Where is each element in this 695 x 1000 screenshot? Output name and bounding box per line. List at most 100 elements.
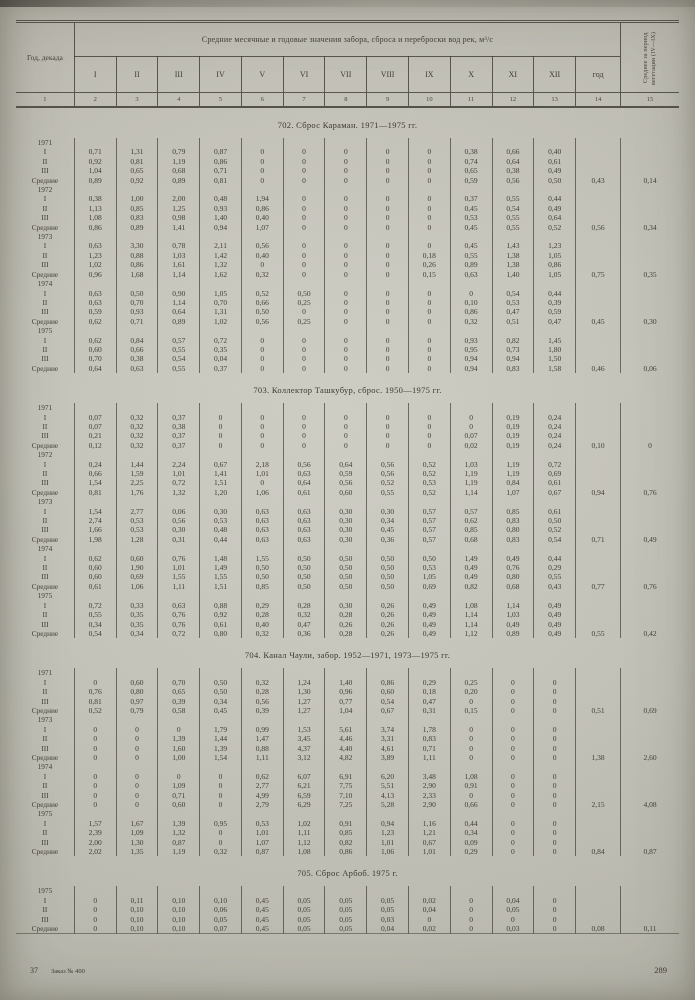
data-cell: 0,42 (620, 628, 679, 639)
data-cell: 0,91 (324, 818, 367, 829)
decade-label: Средние (31, 269, 59, 279)
data-cell: 0,96 (73, 269, 117, 280)
empty-cell (282, 497, 325, 507)
data-cell: 1,03 (157, 250, 200, 261)
table-row: Средние 0,81 1,76 1,32 1,20 1,06 0,61 0,60 0,55 0… (16, 487, 679, 498)
data-cell: 0,24 (533, 440, 576, 451)
data-cell: 0 (324, 307, 367, 317)
empty-cell (491, 886, 534, 896)
data-cell: 0,50 (407, 553, 451, 564)
data-cell: 0,34 (73, 619, 117, 629)
empty-cell (366, 544, 409, 554)
data-cell: 1,42 (199, 250, 242, 261)
data-cell: 0,03 (491, 924, 534, 934)
data-cell: 2,90 (407, 800, 451, 810)
data-cell: 0 (282, 269, 325, 280)
data-cell: 1,68 (115, 269, 158, 280)
data-cell: 0,65 (157, 687, 200, 697)
data-cell: 0,50 (366, 572, 409, 582)
data-cell: 0,56 (491, 175, 534, 186)
empty-cell (449, 403, 492, 413)
empty-cell (366, 591, 409, 601)
data-cell: 0,10 (199, 895, 242, 906)
data-cell: 0,61 (199, 619, 242, 629)
data-cell (575, 194, 621, 204)
data-cell: 1,55 (157, 572, 200, 582)
data-cell: 0 (407, 307, 451, 317)
data-cell: 0 (533, 914, 576, 925)
data-cell (575, 478, 621, 488)
data-cell: 0 (449, 696, 492, 706)
data-cell: 6,21 (282, 781, 325, 791)
data-cell: 0 (282, 335, 325, 345)
data-cell: 0,04 (366, 924, 409, 934)
data-cell: 0,28 (282, 600, 325, 611)
data-cell: 0,76 (73, 687, 117, 697)
data-cell: 6,29 (282, 800, 325, 810)
data-cell: 1,01 (240, 828, 284, 838)
data-cell: 0,30 (324, 516, 367, 526)
data-cell: 0 (366, 316, 409, 327)
data-cell (620, 344, 679, 355)
data-cell (575, 895, 621, 906)
data-cell: 0 (491, 790, 534, 800)
data-cell: 0,52 (407, 469, 451, 479)
data-cell: 0,76 (157, 619, 200, 629)
empty-cell (73, 886, 117, 896)
year-label: 1974 (37, 279, 53, 289)
data-cell (575, 147, 621, 157)
table-row: I 0,24 1,44 2,24 0,67 2,18 0,56 0,64 0,56 0,52 1,0… (16, 459, 679, 469)
empty-cell (533, 403, 576, 413)
data-cell (575, 687, 621, 697)
data-cell: 6,20 (366, 771, 409, 782)
decade-label: III (41, 354, 49, 364)
data-cell: 0,87 (240, 847, 284, 857)
data-cell: 0,64 (157, 307, 200, 317)
col-header-vegetation: Среднее за период вегетации (IV—IX) (620, 21, 679, 93)
column-number: 3 (115, 92, 158, 107)
table-row: Средние 0,52 0,79 0,58 0,45 0,39 1,27 1,04 0,67 0… (16, 705, 679, 716)
data-cell: 0 (449, 895, 492, 906)
year-label: 1975 (37, 326, 53, 336)
data-cell (575, 619, 621, 629)
data-cell: 0,99 (240, 724, 284, 735)
data-cell: 0,70 (199, 297, 242, 308)
empty-cell (491, 591, 534, 601)
table-row: III 0 0 0,71 0 4,99 6,59 7,10 4,13 2,33 0 0 0 (16, 790, 679, 800)
data-cell (575, 553, 621, 564)
empty-cell (366, 279, 409, 289)
empty-cell (73, 762, 117, 772)
table-row: II 0 0 1,09 0 2,77 6,21 7,75 5,51 2,90 0,91 0 0 (16, 781, 679, 791)
empty-cell (620, 668, 679, 678)
data-cell: 0,81 (73, 487, 117, 498)
data-cell: 0 (282, 213, 325, 223)
data-cell: 0 (73, 905, 117, 915)
data-cell: 0 (533, 837, 576, 848)
data-cell (620, 563, 679, 573)
year-label: 1973 (37, 497, 53, 507)
data-cell: 0,61 (73, 581, 117, 592)
year-label: 1972 (37, 450, 53, 460)
data-cell: 1,14 (449, 610, 492, 620)
data-cell: 0,06 (620, 363, 679, 374)
data-cell: 1,58 (533, 363, 576, 374)
data-cell (575, 563, 621, 573)
data-cell: 1,45 (533, 335, 576, 345)
data-cell: 0,93 (199, 203, 242, 214)
year-row: 1973 (16, 497, 679, 507)
data-cell: 1,47 (240, 734, 284, 744)
empty-cell (491, 762, 534, 772)
data-cell: 0,52 (407, 459, 451, 469)
footer-left: 37 Заказ № 400 (30, 960, 85, 978)
table-row: I 1,57 1,67 1,39 0,95 0,53 1,02 0,91 0,94 1,16 0,4… (16, 818, 679, 829)
data-cell: 0 (282, 421, 325, 432)
data-cell (575, 213, 621, 223)
data-cell: 1,80 (533, 344, 576, 355)
data-cell: 0,34 (366, 516, 409, 526)
empty-cell (533, 886, 576, 896)
empty-cell (407, 450, 451, 460)
data-cell: 1,32 (199, 260, 242, 270)
empty-cell (533, 497, 576, 507)
data-cell: 0,54 (533, 534, 576, 545)
decade-label: I (43, 818, 47, 828)
